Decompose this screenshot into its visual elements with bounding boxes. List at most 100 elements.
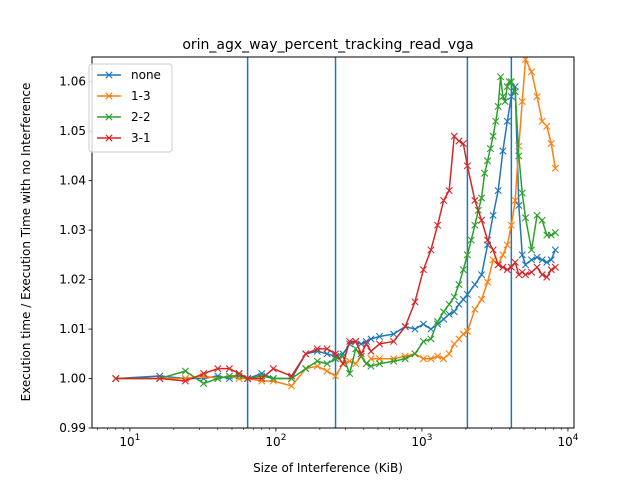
data-point-none-49 (543, 258, 551, 266)
data-point-3-1-24 (411, 298, 419, 306)
data-point-3-1-23 (401, 323, 409, 331)
data-point-1-3-26 (427, 355, 435, 363)
data-point-2-2-41 (489, 132, 497, 140)
data-point-1-3-17 (352, 360, 360, 368)
data-point-2-2-5 (225, 372, 233, 380)
data-point-1-3-25 (419, 355, 428, 363)
data-point-2-2-45 (499, 92, 507, 101)
data-point-none-24 (411, 325, 419, 333)
data-point-3-1-41 (507, 263, 515, 271)
data-point-2-2-18 (357, 352, 365, 360)
data-point-2-2-50 (511, 88, 519, 96)
x-tick-label-0: 101 (119, 433, 140, 449)
data-point-3-1-37 (489, 246, 497, 254)
data-point-none-50 (547, 256, 555, 264)
data-point-3-1-5 (225, 365, 233, 373)
data-point-1-3-29 (445, 350, 453, 358)
data-point-3-1-35 (477, 216, 486, 224)
data-point-2-2-16 (346, 369, 354, 378)
data-point-3-1-21 (375, 340, 384, 348)
data-point-3-1-33 (463, 162, 471, 170)
data-point-3-1-13 (323, 345, 331, 353)
data-point-3-1-47 (533, 263, 541, 271)
data-point-2-2-52 (518, 189, 526, 197)
data-point-1-3-13 (323, 367, 331, 375)
data-point-3-1-48 (538, 271, 546, 279)
x-axis-ticks: 101 102 103 104 (97, 428, 579, 449)
data-point-3-1-38 (494, 261, 502, 269)
data-point-3-1-20 (367, 347, 375, 355)
data-point-2-2-9 (269, 374, 277, 383)
plot-frame (91, 56, 575, 429)
data-point-2-2-20 (367, 362, 375, 370)
legend-marker-3-1 (105, 134, 113, 142)
data-point-none-44 (518, 251, 526, 259)
data-point-3-1-15 (339, 360, 347, 368)
data-point-none-40 (503, 117, 511, 125)
data-point-1-3-10 (287, 382, 296, 390)
data-point-2-2-28 (440, 308, 448, 316)
data-point-none-32 (459, 295, 467, 303)
y-tick-label-4: 1.03 (59, 223, 86, 237)
data-point-none-29 (445, 310, 453, 318)
data-point-3-1-51 (551, 263, 559, 271)
data-point-3-1-1 (156, 374, 164, 383)
data-point-none-47 (533, 253, 541, 261)
series-line-1-3 (115, 57, 557, 387)
data-point-3-1-6 (235, 369, 243, 378)
data-point-none-43 (515, 201, 523, 209)
data-point-2-2-26 (427, 335, 435, 343)
legend-box (88, 63, 173, 153)
data-point-3-1-42 (511, 258, 519, 266)
y-tick-label-7: 1.06 (59, 75, 86, 89)
data-point-2-2-29 (445, 300, 453, 308)
data-point-1-3-46 (527, 68, 536, 76)
data-point-none-33 (463, 290, 471, 299)
legend-label-1-3: 1-3 (131, 89, 151, 103)
data-point-1-3-44 (518, 97, 526, 106)
y-tick-label-0: 0.99 (59, 421, 86, 435)
data-point-none-22 (390, 330, 398, 338)
data-point-1-3-33 (463, 327, 471, 336)
data-point-2-2-59 (551, 229, 559, 237)
y-tick-label-6: 1.05 (59, 124, 86, 138)
x-tick-label-3: 104 (557, 433, 578, 449)
data-point-3-1-28 (440, 196, 448, 205)
data-point-3-1-39 (499, 263, 507, 271)
data-point-2-2-34 (467, 236, 475, 244)
data-point-2-2-35 (471, 221, 479, 229)
data-point-1-3-35 (477, 295, 486, 303)
data-point-3-1-4 (214, 365, 222, 373)
data-point-3-1-9 (269, 365, 277, 373)
data-point-2-2-32 (459, 266, 467, 274)
x-tick-label-1: 102 (265, 433, 286, 449)
series-line-none (115, 86, 557, 380)
data-point-1-3-41 (507, 221, 515, 229)
data-point-2-2-23 (401, 355, 409, 363)
data-point-3-1-12 (313, 345, 321, 353)
data-point-3-1-50 (547, 266, 555, 274)
data-point-2-2-42 (492, 117, 500, 125)
legend-marker-2-2 (105, 113, 113, 121)
x-axis-label: Size of Interference (KiB) (253, 461, 403, 475)
data-point-3-1-16 (346, 337, 354, 346)
data-point-3-1-29 (445, 186, 453, 195)
y-tick-label-5: 1.04 (59, 174, 86, 188)
data-point-1-3-50 (547, 139, 555, 148)
data-point-2-2-43 (494, 102, 502, 111)
data-point-2-2-25 (419, 337, 428, 346)
data-point-2-2-37 (477, 194, 486, 202)
data-point-2-2-6 (235, 372, 243, 380)
data-point-none-25 (419, 320, 428, 328)
data-point-1-3-14 (331, 372, 340, 380)
data-point-2-2-56 (538, 216, 546, 224)
legend-label-none: none (131, 68, 161, 82)
data-point-3-1-40 (503, 266, 511, 274)
legend: none 1-3 2-2 3-1 (88, 63, 173, 153)
legend-marker-none (105, 71, 113, 79)
y-tick-label-1: 1.00 (59, 372, 86, 386)
data-point-1-3-39 (499, 251, 507, 259)
data-point-2-2-22 (390, 357, 398, 365)
data-point-2-2-10 (287, 374, 296, 383)
